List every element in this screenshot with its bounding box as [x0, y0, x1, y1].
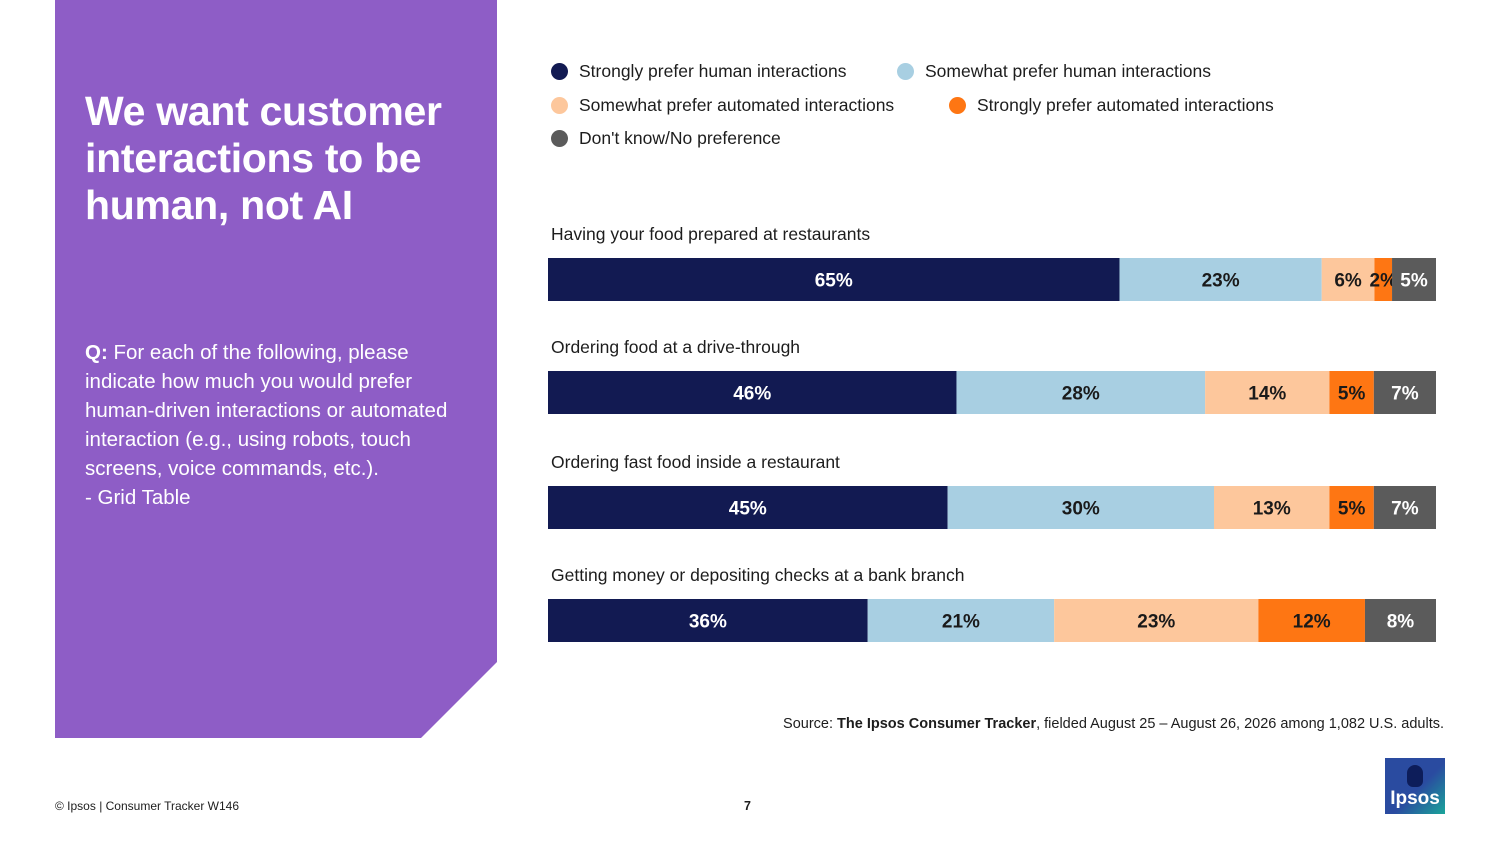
bar-segment-somewhat-prefer-human-interactions — [956, 371, 1206, 414]
logo-text: Ipsos — [1390, 788, 1440, 809]
page-number: 7 — [744, 799, 751, 813]
source-name: The Ipsos Consumer Tracker — [837, 716, 1037, 732]
category-label: Ordering fast food inside a restaurant — [551, 452, 840, 472]
bar-segment-strongly-prefer-automated-interactions — [1258, 599, 1365, 642]
title-panel: We want customer interactions to be huma… — [55, 0, 497, 738]
source-text: , fielded August 25 – August 26, 2026 am… — [1036, 716, 1444, 732]
data-label: 46% — [733, 384, 771, 405]
category-label: Ordering food at a drive-through — [551, 337, 801, 357]
survey-question: Q: For each of the following, please ind… — [85, 338, 480, 512]
question-suffix: - Grid Table — [85, 486, 191, 509]
bar-segment-somewhat-prefer-automated-interactions — [1054, 599, 1259, 642]
bar-segment-somewhat-prefer-automated-interactions — [1205, 371, 1330, 414]
data-label: 30% — [1062, 499, 1100, 520]
bar-segment-somewhat-prefer-human-interactions — [1119, 258, 1322, 301]
data-label: 28% — [1062, 384, 1100, 405]
legend-item-strongly-prefer-automated-interactions: Strongly prefer automated interactions — [949, 95, 1274, 116]
data-label: 8% — [1387, 612, 1415, 633]
bar-segment-don-t-know-no-preference — [1373, 486, 1436, 529]
bar-segment-don-t-know-no-preference — [1364, 599, 1436, 642]
data-label: 45% — [729, 499, 767, 520]
bar-segment-somewhat-prefer-automated-interactions — [1214, 486, 1330, 529]
legend-swatch — [551, 63, 568, 80]
source-note: Source: The Ipsos Consumer Tracker, fiel… — [783, 716, 1444, 732]
legend-swatch — [551, 97, 568, 114]
bar-segment-strongly-prefer-human-interactions — [548, 258, 1120, 301]
legend-label: Strongly prefer automated interactions — [977, 95, 1274, 115]
data-label: 65% — [815, 271, 853, 292]
bar-segment-strongly-prefer-human-interactions — [548, 599, 868, 642]
bar-segment-don-t-know-no-preference — [1373, 371, 1436, 414]
bar-segment-somewhat-prefer-human-interactions — [867, 599, 1055, 642]
question-text: For each of the following, please indica… — [85, 341, 448, 480]
question-prefix: Q: — [85, 341, 108, 364]
legend-item-somewhat-prefer-human-interactions: Somewhat prefer human interactions — [897, 61, 1211, 82]
data-label: 36% — [689, 612, 727, 633]
data-label: 5% — [1338, 384, 1366, 405]
ipsos-logo: Ipsos — [1385, 758, 1445, 814]
legend-label: Don't know/No preference — [579, 128, 781, 148]
data-label: 12% — [1293, 612, 1331, 633]
legend-label: Somewhat prefer human interactions — [925, 61, 1211, 81]
data-label: 7% — [1391, 384, 1419, 405]
bar-segment-strongly-prefer-human-interactions — [548, 371, 957, 414]
bar-segment-somewhat-prefer-human-interactions — [947, 486, 1214, 529]
data-label: 23% — [1202, 271, 1240, 292]
category-label: Having your food prepared at restaurants — [551, 224, 871, 244]
data-label: 5% — [1338, 499, 1366, 520]
data-label: 23% — [1137, 612, 1175, 633]
source-prefix: Source: — [783, 716, 834, 732]
data-label: 2% — [1370, 271, 1398, 292]
stacked-bar-chart: 65% 23% 6% 2% 5%46% 28% 14% 5% 7%45% 30% 13% 5% 7%36… — [548, 258, 1436, 642]
category-label: Getting money or depositing checks at a … — [551, 565, 965, 585]
legend-item-don-t-know-no-preference: Don't know/No preference — [551, 128, 781, 149]
data-label: 14% — [1248, 384, 1286, 405]
data-label: 6% — [1334, 271, 1362, 292]
bar-segment-don-t-know-no-preference — [1392, 258, 1436, 301]
bar-segment-somewhat-prefer-automated-interactions — [1321, 258, 1375, 301]
bar-segment-strongly-prefer-automated-interactions — [1329, 486, 1374, 529]
legend-swatch — [949, 97, 966, 114]
legend-swatch — [897, 63, 914, 80]
logo-head-icon — [1407, 765, 1423, 787]
legend-item-somewhat-prefer-automated-interactions: Somewhat prefer automated interactions — [551, 95, 894, 116]
data-label: 7% — [1391, 499, 1419, 520]
bar-segment-strongly-prefer-automated-interactions — [1374, 258, 1393, 301]
data-label: 5% — [1400, 271, 1428, 292]
bar-segment-strongly-prefer-human-interactions — [548, 486, 948, 529]
data-label: 13% — [1253, 499, 1291, 520]
legend-item-strongly-prefer-human-interactions: Strongly prefer human interactions — [551, 61, 847, 82]
bar-segment-strongly-prefer-automated-interactions — [1329, 371, 1374, 414]
legend-label: Somewhat prefer automated interactions — [579, 95, 895, 115]
legend-label: Strongly prefer human interactions — [579, 61, 847, 81]
page-title: We want customer interactions to be huma… — [85, 88, 442, 228]
footer-copyright: © Ipsos | Consumer Tracker W146 — [55, 799, 240, 813]
data-label: 21% — [942, 612, 980, 633]
legend-swatch — [551, 130, 568, 147]
